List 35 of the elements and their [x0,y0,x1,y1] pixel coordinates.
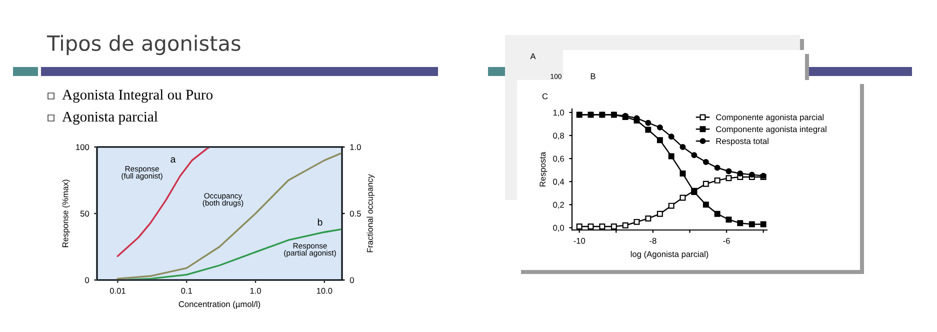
text: Agonista Integral ou Puro [62,89,213,103]
text: Agonista parcial [62,111,158,125]
y-axis-title: Response (%max) [62,180,70,248]
y-tick-label: 1,0 [553,110,564,117]
text: A [530,53,536,60]
x-tick-label: 10.0 [316,288,332,294]
annotation: b [318,218,322,226]
y-tick-label: 0,0 [553,224,564,232]
legend-label: Componente agonista parcial [716,114,824,122]
text: B [590,73,596,80]
chart-title: Tipos de agonistas [46,34,240,56]
y2-tick-label: 1.0 [350,144,361,150]
x-tick-label: 0.1 [181,288,192,294]
x-tick-label: -8 [650,238,656,244]
x-axis-title: Concentration (µmol/l) [178,300,260,309]
x-tick-label: -10 [574,238,586,244]
y2-axis-title: Fractional occupancy [366,174,375,252]
x-tick-label: 1.0 [250,288,261,294]
y-tick-label: 0,4 [553,178,564,186]
annotation: a [170,157,176,163]
y2-tick-label: 0 [350,277,354,284]
y-tick-label: 100 [76,144,90,150]
y2-tick-label: 0.5 [350,210,361,217]
y-tick-label: 0 [85,277,90,284]
y-tick-label: 0,2 [553,202,564,209]
y-tick-label: 50 [80,210,90,217]
y-tick-label: 0,8 [553,132,564,140]
x-tick-label: -6 [723,238,730,244]
legend-label: Componente agonista integral [716,126,826,134]
y-axis-title: Resposta [540,152,548,186]
legend-label: Resposta total [716,138,768,146]
y-tick-label: 0,6 [553,156,564,163]
x-axis-title: log (Agonista parcial) [630,250,708,259]
x-tick-label: 0.01 [110,288,126,294]
text: C [542,93,548,100]
